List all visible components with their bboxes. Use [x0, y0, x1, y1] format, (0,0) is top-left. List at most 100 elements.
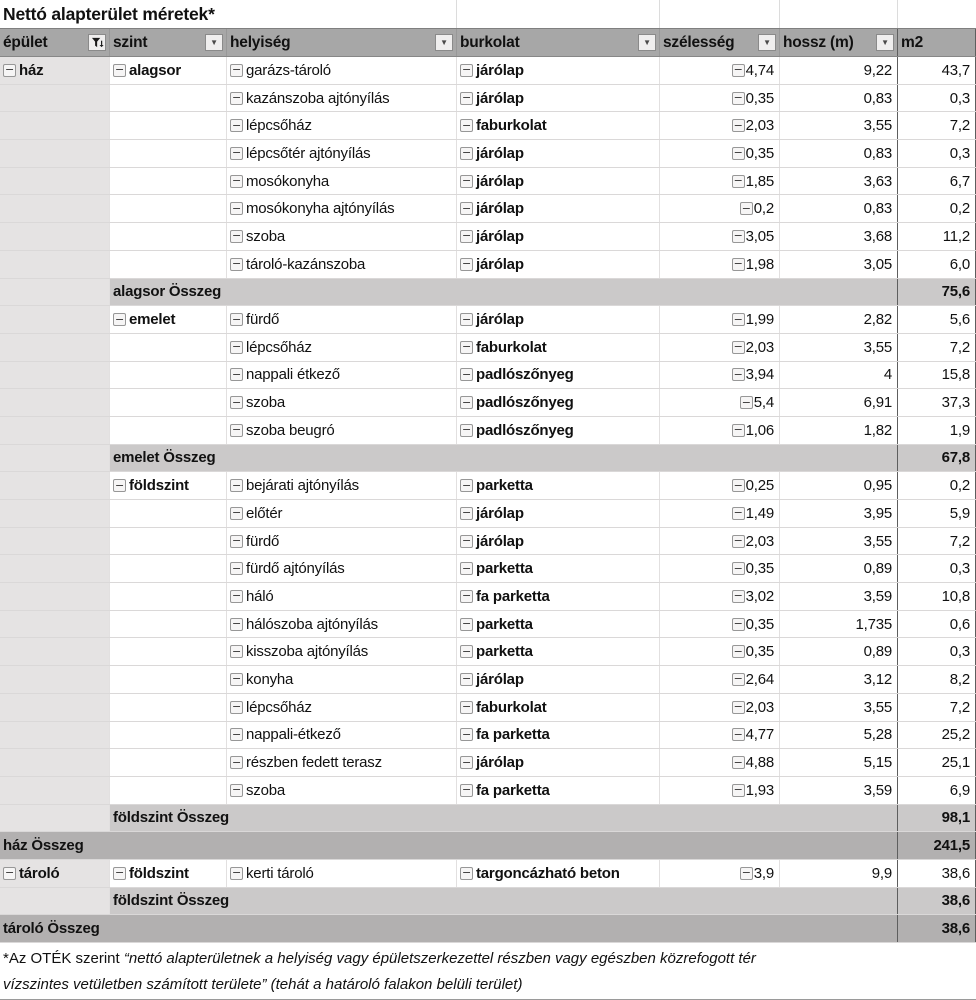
cell-epulet[interactable]	[0, 112, 110, 140]
filter-dropdown-icon[interactable]: ▼	[758, 34, 776, 51]
cell-hossz[interactable]: 0,83	[780, 84, 898, 112]
cell-epulet[interactable]	[0, 583, 110, 610]
cell-burkolat[interactable]: − faburkolat	[457, 333, 660, 361]
cell-hossz[interactable]: 3,95	[780, 500, 898, 527]
cell-epulet[interactable]	[0, 610, 110, 638]
subtotal-label[interactable]: földszint Összeg	[110, 887, 898, 915]
collapse-icon[interactable]: −	[460, 617, 473, 631]
cell-hossz[interactable]: 3,68	[780, 223, 898, 250]
cell-helyiseg[interactable]: − mosókonyha ajtónyílás	[227, 195, 457, 223]
cell-burkolat[interactable]: − fa parketta	[457, 776, 660, 804]
cell-burkolat[interactable]: − fa parketta	[457, 721, 660, 749]
cell-szelesseg[interactable]: −1,06	[660, 416, 780, 444]
cell-szint[interactable]	[110, 749, 227, 776]
cell-helyiseg[interactable]: − részben fedett terasz	[227, 749, 457, 776]
cell-szelesseg[interactable]: −0,35	[660, 140, 780, 167]
cell-szelesseg[interactable]: −3,94	[660, 361, 780, 389]
column-header-helyiseg[interactable]: helyiség ▼	[227, 29, 457, 56]
collapse-icon[interactable]: −	[230, 146, 243, 160]
collapse-icon[interactable]: −	[230, 866, 243, 880]
cell-epulet[interactable]	[0, 749, 110, 776]
collapse-icon[interactable]: −	[230, 534, 243, 548]
cell-szint[interactable]	[110, 389, 227, 416]
cell-m2[interactable]: 0,3	[898, 638, 976, 666]
cell-hossz[interactable]: 9,9	[780, 859, 898, 887]
cell-m2[interactable]: 38,6	[898, 887, 976, 915]
cell-szint[interactable]	[110, 721, 227, 749]
collapse-icon[interactable]: −	[460, 534, 473, 548]
collapse-icon[interactable]: −	[731, 63, 745, 77]
cell-m2[interactable]: 15,8	[898, 361, 976, 389]
cell-epulet[interactable]	[0, 278, 110, 306]
cell-hossz[interactable]: 9,22	[780, 57, 898, 84]
collapse-icon[interactable]: −	[731, 91, 745, 105]
cell-m2[interactable]: 7,2	[898, 333, 976, 361]
collapse-icon[interactable]: −	[731, 478, 745, 493]
cell-burkolat[interactable]: − járólap	[457, 140, 660, 167]
cell-m2[interactable]: 241,5	[898, 832, 976, 859]
cell-burkolat[interactable]: − padlószőnyeg	[457, 416, 660, 444]
cell-hossz[interactable]: 0,83	[780, 140, 898, 167]
collapse-icon[interactable]: −	[731, 257, 745, 271]
collapse-icon[interactable]: −	[731, 617, 745, 631]
collapse-icon[interactable]: −	[230, 672, 243, 686]
cell-m2[interactable]: 1,9	[898, 416, 976, 444]
collapse-icon[interactable]: −	[113, 866, 126, 880]
cell-epulet[interactable]	[0, 693, 110, 721]
cell-burkolat[interactable]: − járólap	[457, 250, 660, 278]
collapse-icon[interactable]: −	[460, 506, 473, 520]
cell-szint[interactable]	[110, 250, 227, 278]
collapse-icon[interactable]: −	[460, 672, 473, 686]
collapse-icon[interactable]: −	[230, 257, 243, 271]
cell-helyiseg[interactable]: − kazánszoba ajtónyílás	[227, 84, 457, 112]
cell-hossz[interactable]: 0,83	[780, 195, 898, 223]
subtotal-label[interactable]: földszint Összeg	[110, 804, 898, 832]
cell-helyiseg[interactable]: − szoba	[227, 223, 457, 250]
cell-helyiseg[interactable]: − fürdő ajtónyílás	[227, 555, 457, 583]
cell-m2[interactable]: 7,2	[898, 693, 976, 721]
collapse-icon[interactable]: −	[460, 395, 473, 410]
cell-szelesseg[interactable]: −0,35	[660, 84, 780, 112]
filter-dropdown-icon[interactable]: ▼	[876, 34, 894, 51]
cell-szint[interactable]: − földszint	[110, 472, 227, 499]
cell-m2[interactable]: 38,6	[898, 915, 976, 942]
cell-szint[interactable]	[110, 140, 227, 167]
cell-hossz[interactable]: 3,55	[780, 333, 898, 361]
cell-szint[interactable]	[110, 693, 227, 721]
collapse-icon[interactable]: −	[731, 229, 745, 243]
cell-szint[interactable]	[110, 500, 227, 527]
cell-helyiseg[interactable]: − háló	[227, 583, 457, 610]
cell-helyiseg[interactable]: − garázs-tároló	[227, 57, 457, 84]
cell-szint[interactable]: − emelet	[110, 306, 227, 333]
cell-m2[interactable]: 37,3	[898, 389, 976, 416]
collapse-icon[interactable]: −	[230, 340, 243, 354]
cell-szelesseg[interactable]: −2,03	[660, 527, 780, 555]
cell-epulet[interactable]	[0, 140, 110, 167]
collapse-icon[interactable]: −	[230, 644, 243, 659]
collapse-icon[interactable]: −	[230, 700, 243, 714]
cell-szint[interactable]	[110, 416, 227, 444]
collapse-icon[interactable]: −	[731, 700, 745, 714]
cell-epulet[interactable]	[0, 666, 110, 693]
cell-helyiseg[interactable]: − előtér	[227, 500, 457, 527]
cell-helyiseg[interactable]: − bejárati ajtónyílás	[227, 472, 457, 499]
cell-szint[interactable]	[110, 333, 227, 361]
cell-epulet[interactable]	[0, 887, 110, 915]
collapse-icon[interactable]: −	[460, 561, 473, 576]
cell-hossz[interactable]: 3,59	[780, 776, 898, 804]
collapse-icon[interactable]: −	[731, 755, 745, 770]
column-header-szint[interactable]: szint ▼	[110, 29, 227, 56]
collapse-icon[interactable]: −	[731, 312, 745, 327]
cell-szint[interactable]	[110, 666, 227, 693]
collapse-icon[interactable]: −	[460, 174, 473, 188]
collapse-icon[interactable]: −	[230, 312, 243, 327]
cell-szelesseg[interactable]: −1,49	[660, 500, 780, 527]
collapse-icon[interactable]: −	[3, 866, 16, 880]
cell-burkolat[interactable]: − járólap	[457, 306, 660, 333]
collapse-icon[interactable]: −	[460, 312, 473, 327]
cell-burkolat[interactable]: − járólap	[457, 666, 660, 693]
collapse-icon[interactable]: −	[230, 727, 243, 742]
cell-burkolat[interactable]: − parketta	[457, 472, 660, 499]
cell-hossz[interactable]: 1,82	[780, 416, 898, 444]
cell-m2[interactable]: 0,2	[898, 195, 976, 223]
